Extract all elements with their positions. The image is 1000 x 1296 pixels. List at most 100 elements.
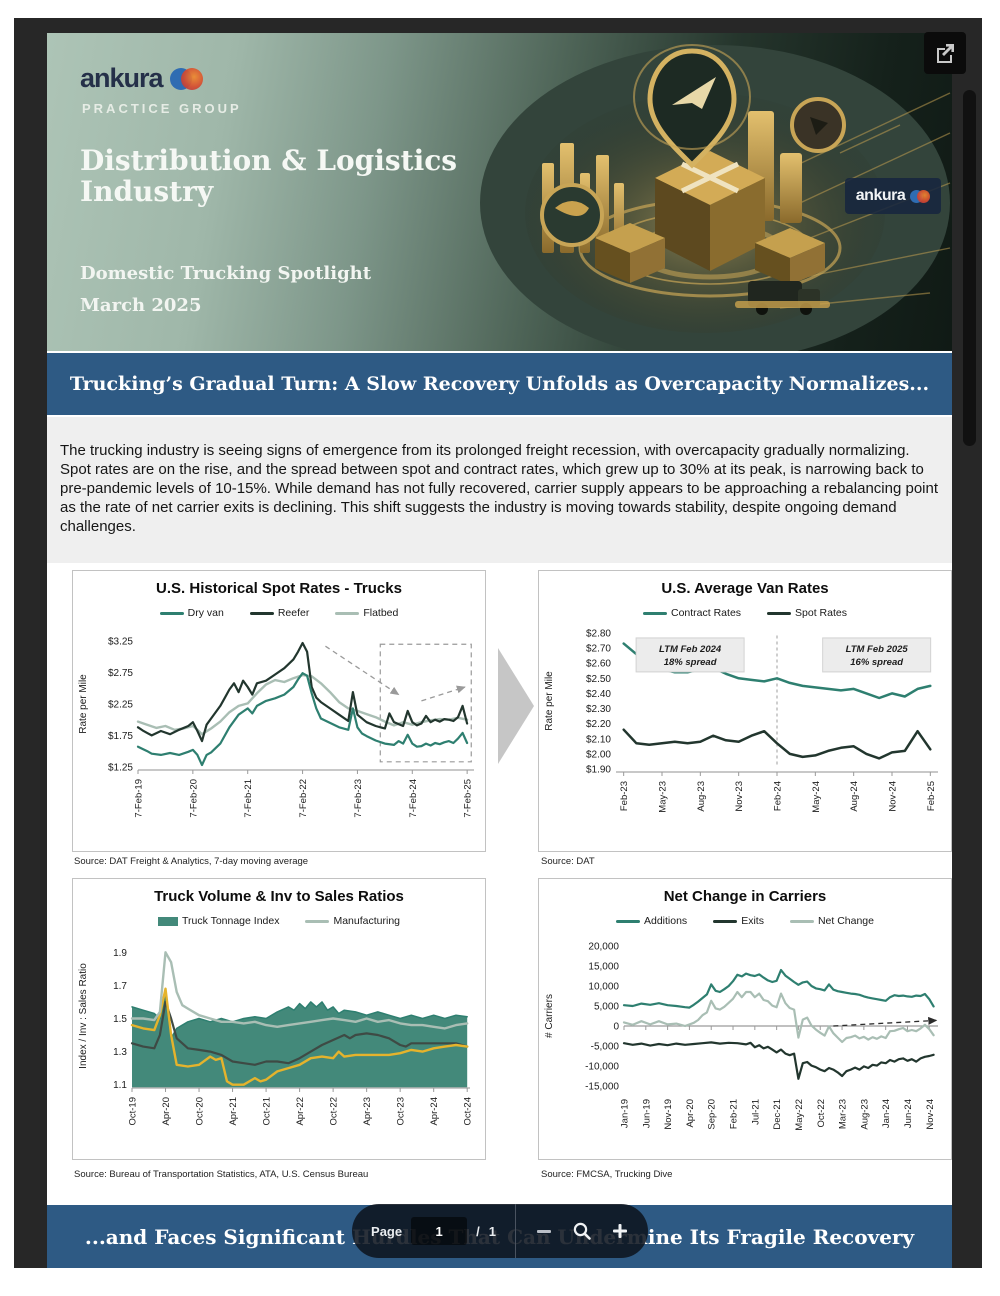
svg-text:Feb-21: Feb-21: [729, 1099, 740, 1129]
badge-circles-icon: [910, 189, 931, 203]
document-page: ankura PRACTICE GROUP Distribution & Log…: [47, 33, 952, 1268]
page-total: 1: [488, 1223, 496, 1239]
svg-text:Apr-24: Apr-24: [429, 1097, 440, 1126]
page-label: Page: [371, 1223, 403, 1239]
truck-icon: [735, 281, 830, 315]
svg-text:Apr-20: Apr-20: [685, 1099, 696, 1128]
chart-legend: Dry van Reefer Flatbed: [159, 602, 398, 624]
page-controls: Page / 1: [352, 1204, 515, 1258]
svg-text:Oct-20: Oct-20: [195, 1097, 206, 1126]
truck-volume-chart: 1.1 1.3 1.5 1.7 1.9 Oct-19 Apr-20 Oct-20 Apr-21 O…: [78, 948, 474, 1126]
svg-text:$2.40: $2.40: [586, 689, 611, 700]
package-box: [655, 151, 765, 271]
svg-text:$2.70: $2.70: [586, 644, 611, 655]
net-change-chart: -15,000 -10,000 -5,000 0 5,000 10,000 15,000 20…: [544, 942, 938, 1131]
page-separator: /: [476, 1223, 480, 1239]
zoom-out-button[interactable]: [535, 1222, 553, 1240]
chart-legend: Truck Tonnage Index Manufacturing: [157, 910, 400, 932]
hero-illustration: [480, 44, 951, 351]
svg-text:Apr-20: Apr-20: [161, 1097, 172, 1126]
legend-item: Reefer: [249, 607, 309, 619]
svg-text:$2.00: $2.00: [586, 749, 611, 760]
legend-item: Flatbed: [335, 607, 398, 619]
globe-icon: [540, 183, 604, 247]
page-number-input[interactable]: [411, 1217, 468, 1245]
arrow-right-icon: [498, 648, 534, 764]
hero-header: ankura PRACTICE GROUP Distribution & Log…: [47, 33, 952, 351]
scrollbar-thumb[interactable]: [963, 90, 976, 446]
svg-text:Sep-20: Sep-20: [707, 1099, 718, 1130]
svg-text:Oct-22: Oct-22: [329, 1097, 340, 1126]
chart-source: Source: DAT: [541, 856, 595, 867]
coin-icon: [790, 97, 846, 153]
svg-text:May-23: May-23: [658, 781, 669, 813]
legend-item: Net Change: [789, 915, 874, 927]
svg-text:$2.10: $2.10: [586, 734, 611, 745]
spot-rates-chart: $1.25 $1.75 $2.25 $2.75 $3.25 7-Feb-19 7-Feb-2…: [78, 637, 474, 818]
zoom-controls: [515, 1204, 648, 1258]
chart-panel-spot-rates: U.S. Historical Spot Rates - Trucks Dry …: [72, 570, 486, 852]
practice-group-label: PRACTICE GROUP: [82, 101, 242, 116]
svg-text:$2.25: $2.25: [108, 700, 133, 711]
document-subtitle: Domestic Trucking Spotlight: [80, 263, 372, 284]
legend-item: Contract Rates: [643, 607, 741, 619]
chart-panel-net-change: Net Change in Carriers Additions Exits Net…: [538, 878, 952, 1160]
svg-text:$1.90: $1.90: [586, 764, 611, 775]
chart-title: U.S. Average Van Rates: [661, 580, 829, 597]
svg-text:Nov-23: Nov-23: [734, 781, 745, 812]
svg-text:Oct-21: Oct-21: [262, 1097, 273, 1126]
svg-text:May-24: May-24: [811, 781, 822, 813]
svg-text:Mar-23: Mar-23: [838, 1099, 849, 1129]
svg-text:Aug-23: Aug-23: [696, 781, 707, 812]
svg-text:15,000: 15,000: [588, 962, 619, 973]
svg-text:Rate per Mile: Rate per Mile: [544, 671, 555, 731]
zoom-in-button[interactable]: [611, 1222, 629, 1240]
svg-text:$2.30: $2.30: [586, 704, 611, 715]
chart-legend: Additions Exits Net Change: [615, 910, 874, 932]
svg-text:10,000: 10,000: [588, 982, 619, 993]
ankura-circles-icon: [169, 67, 204, 90]
svg-text:Nov-19: Nov-19: [663, 1099, 674, 1130]
svg-text:7-Feb-23: 7-Feb-23: [353, 779, 364, 818]
svg-text:Index / Inv : Sales Ratio: Index / Inv : Sales Ratio: [78, 963, 89, 1069]
document-title: Distribution & Logistics Industry: [80, 144, 458, 209]
magnifier-icon: [573, 1222, 591, 1240]
badge-wordmark: ankura: [855, 187, 906, 204]
intro-paragraph: The trucking industry is seeing signs of…: [60, 442, 939, 535]
svg-text:Nov-24: Nov-24: [888, 781, 899, 812]
svg-text:Jun-19: Jun-19: [641, 1099, 652, 1128]
svg-text:$2.60: $2.60: [586, 659, 611, 670]
legend-item: Spot Rates: [767, 607, 847, 619]
location-pin-icon: [633, 44, 751, 169]
svg-text:$3.25: $3.25: [108, 637, 133, 648]
svg-text:Oct-19: Oct-19: [128, 1097, 139, 1126]
svg-text:Oct-23: Oct-23: [396, 1097, 407, 1126]
svg-text:-5,000: -5,000: [591, 1042, 620, 1053]
chart-source: Source: DAT Freight & Analytics, 7-day m…: [74, 856, 309, 867]
van-rates-chart: $1.90 $2.00 $2.10 $2.20 $2.30 $2.40 $2.50 $2.60…: [544, 629, 938, 813]
svg-text:Apr-21: Apr-21: [228, 1097, 239, 1126]
chart-source: Source: Bureau of Transportation Statist…: [74, 1169, 369, 1180]
svg-text:$2.20: $2.20: [586, 719, 611, 730]
svg-text:Aug-23: Aug-23: [859, 1099, 870, 1130]
svg-text:Jan-19: Jan-19: [620, 1099, 631, 1128]
svg-text:20,000: 20,000: [588, 942, 619, 953]
svg-text:1.3: 1.3: [113, 1047, 127, 1058]
legend-item: Exits: [713, 915, 764, 927]
svg-text:May-22: May-22: [794, 1099, 805, 1131]
svg-text:Oct-24: Oct-24: [463, 1097, 474, 1126]
plus-icon: [613, 1224, 627, 1238]
intro-section: The trucking industry is seeing signs of…: [47, 417, 952, 563]
small-boxes: [595, 223, 825, 285]
svg-text:Feb-24: Feb-24: [773, 781, 784, 811]
chart-title: Net Change in Carriers: [663, 888, 827, 905]
svg-text:Jan-24: Jan-24: [881, 1099, 892, 1128]
zoom-button[interactable]: [572, 1221, 592, 1241]
chart-title: Truck Volume & Inv to Sales Ratios: [154, 888, 404, 905]
svg-text:7-Feb-22: 7-Feb-22: [298, 779, 309, 818]
document-date: March 2025: [80, 295, 202, 316]
svg-text:$2.50: $2.50: [586, 674, 611, 685]
chart-source: Source: FMCSA, Trucking Dive: [541, 1169, 673, 1180]
headline-banner-top: Trucking’s Gradual Turn: A Slow Recovery…: [47, 353, 952, 415]
open-external-button[interactable]: [924, 32, 966, 74]
